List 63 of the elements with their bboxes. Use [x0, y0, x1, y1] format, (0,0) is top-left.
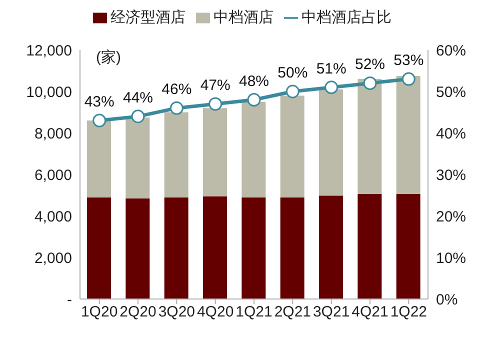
y2-tick-label: 20% [436, 208, 466, 226]
point [131, 110, 145, 124]
bar [164, 112, 188, 198]
x-tick-label: 4Q21 [352, 304, 388, 321]
y-tick-label: 4,000 [34, 208, 72, 226]
point [92, 114, 106, 128]
point [324, 80, 338, 94]
bar [203, 108, 227, 196]
x-tick-label: 2Q20 [120, 304, 156, 321]
bar [242, 197, 266, 299]
bar [126, 117, 150, 198]
x-tick-label: 4Q20 [196, 304, 234, 321]
x-tick-label: 2Q21 [274, 304, 312, 321]
x-tick-label: 1Q20 [80, 304, 118, 321]
bar [87, 197, 111, 299]
bar [203, 196, 227, 299]
y2-tick-label: 60% [436, 42, 466, 60]
y2-tick-label: 40% [436, 125, 466, 142]
bar [358, 79, 382, 194]
data-label: 46% [162, 81, 192, 98]
data-label: 48% [238, 72, 270, 90]
bar [87, 120, 111, 198]
data-label: 50% [278, 64, 308, 82]
annotation: (家) [96, 48, 121, 67]
data-label: 52% [354, 56, 386, 74]
y2-tick-label: 30% [436, 166, 466, 184]
y-tick-label: 6,000 [34, 166, 72, 184]
bar [319, 196, 343, 299]
y2-tick-label: 10% [436, 250, 466, 267]
bar [396, 76, 420, 194]
y-tick-label: 8,000 [34, 125, 72, 142]
point [208, 97, 222, 111]
y-tick-label: 10,000 [26, 84, 72, 101]
point [363, 76, 377, 90]
bar [396, 194, 420, 299]
x-tick-label: 3Q20 [158, 304, 196, 321]
legend-label: 中档酒店 [214, 9, 274, 26]
legend-label: 中档酒店占比 [302, 9, 392, 26]
x-tick-label: 1Q22 [390, 304, 428, 321]
bar [280, 197, 304, 299]
x-tick-label: 1Q21 [236, 304, 272, 321]
bar [358, 194, 382, 299]
point [402, 72, 416, 86]
data-label: 43% [84, 94, 114, 111]
data-label: 51% [316, 60, 346, 78]
y-tick-label: 2,000 [34, 250, 72, 267]
bar [164, 197, 188, 299]
point [170, 101, 184, 115]
point [286, 84, 300, 98]
data-label: 44% [122, 89, 154, 106]
y2-tick-label: 50% [436, 84, 466, 101]
bar [126, 198, 150, 299]
bar [280, 96, 304, 198]
point [247, 93, 261, 107]
y-tick-label: - [67, 291, 72, 308]
bar [319, 89, 343, 196]
x-tick-label: 3Q21 [312, 304, 350, 321]
bar [242, 102, 266, 198]
y-tick-label: 12,000 [26, 42, 72, 60]
data-label: 53% [394, 52, 424, 70]
legend-label: 经济型酒店 [110, 9, 186, 26]
data-label: 47% [200, 76, 230, 94]
y2-tick-label: 0% [436, 291, 458, 308]
